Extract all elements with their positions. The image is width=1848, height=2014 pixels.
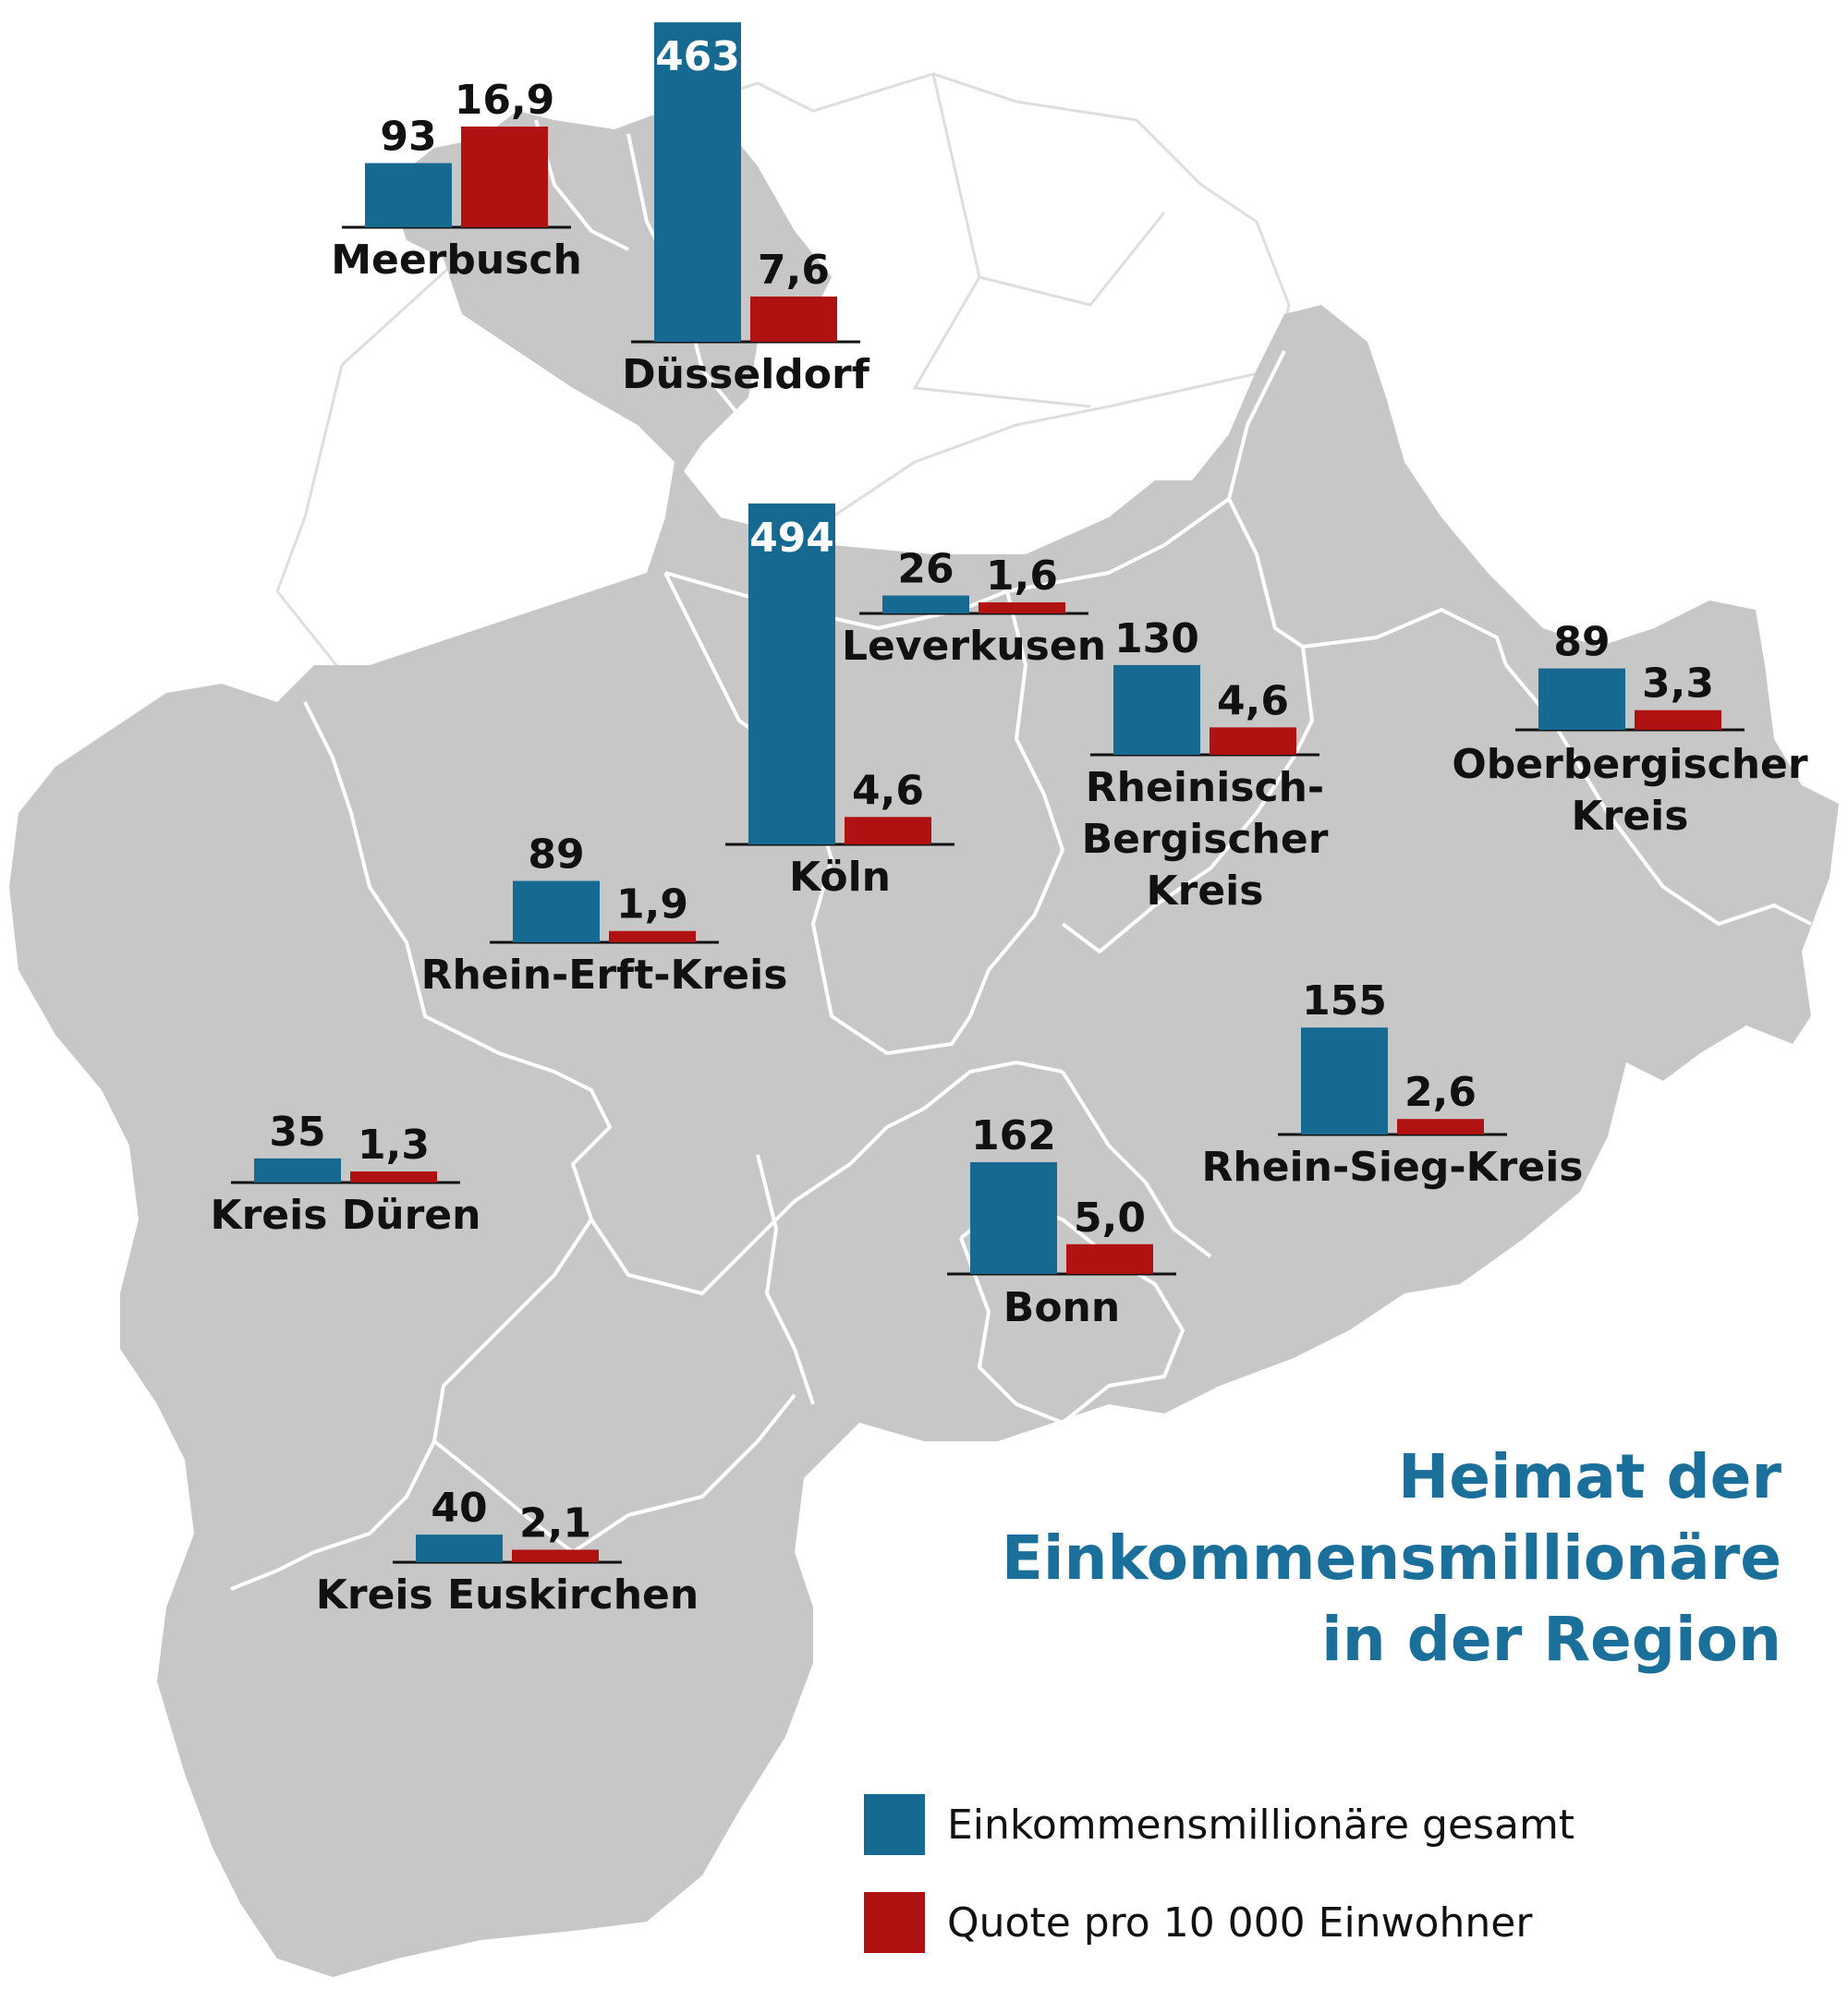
bar-chart-region-10: 40 2,1 Kreis Euskirchen xyxy=(316,1485,699,1619)
bar-total xyxy=(416,1535,503,1562)
bar-quota xyxy=(1635,710,1721,730)
bar-value-total: 40 xyxy=(431,1485,487,1532)
region-label: Kreis xyxy=(1147,867,1264,915)
bar-value-quota: 2,1 xyxy=(519,1499,591,1547)
bar-total xyxy=(513,880,600,942)
border-rheinisch-bergisch xyxy=(1006,497,1314,953)
bar-quota xyxy=(1066,1244,1153,1274)
bar-value-quota: 1,6 xyxy=(986,552,1058,600)
bar-value-total: 494 xyxy=(749,515,834,562)
region-label: Rheinisch- xyxy=(1086,764,1324,811)
bar-value-quota: 4,6 xyxy=(852,767,924,814)
bar-value-quota: 4,6 xyxy=(1217,677,1289,724)
region-label: Rhein-Erft-Kreis xyxy=(421,952,788,999)
bar-total xyxy=(365,163,452,227)
bar-quota xyxy=(609,930,696,942)
bar-total xyxy=(748,503,835,844)
bar-chart-region-8: 35 1,3 Kreis Düren xyxy=(211,1109,481,1239)
bar-chart-region-0: 93 16,9 Meerbusch xyxy=(331,77,582,284)
northern-district-line-2 xyxy=(912,276,1091,408)
bar-total xyxy=(1538,668,1625,730)
bar-total xyxy=(254,1158,341,1183)
bar-value-total: 89 xyxy=(1553,619,1610,666)
bar-value-quota: 1,9 xyxy=(616,881,688,928)
bar-value-quota: 3,3 xyxy=(1642,661,1714,708)
legend-label-quota: Quote pro 10 000 Einwohner xyxy=(947,1899,1533,1947)
bar-charts: 93 16,9 Meerbusch 463 7,6 Düsseldorf 494 4,6 Köl… xyxy=(211,22,1808,1619)
bar-quota xyxy=(750,296,837,342)
bar-total xyxy=(882,595,969,613)
bar-total xyxy=(1113,664,1200,755)
bar-value-quota: 16,9 xyxy=(455,77,555,124)
legend: Einkommensmillionäre gesamt Quote pro 10… xyxy=(864,1792,1574,1988)
legend-item-total: Einkommensmillionäre gesamt xyxy=(864,1792,1574,1857)
legend-swatch-total xyxy=(864,1794,925,1855)
region-label: Kreis xyxy=(1572,793,1689,840)
bar-value-quota: 7,6 xyxy=(758,247,830,294)
title-line-3: in der Region xyxy=(1321,1604,1781,1675)
bar-chart-region-1: 463 7,6 Düsseldorf xyxy=(622,22,870,398)
border-duesseldorf xyxy=(626,133,815,436)
bar-chart-region-3: 26 1,6 Leverkusen xyxy=(842,546,1106,670)
region-label: Oberbergischer xyxy=(1452,741,1807,788)
bar-value-total: 155 xyxy=(1302,977,1387,1025)
bar-chart-region-2: 494 4,6 Köln xyxy=(725,503,954,901)
bar-value-total: 35 xyxy=(269,1109,325,1156)
legend-swatch-quota xyxy=(864,1892,925,1953)
region-area xyxy=(9,97,1839,1977)
bar-quota xyxy=(1210,727,1296,755)
bar-total xyxy=(654,22,741,342)
northern-district-line-1 xyxy=(931,73,1166,307)
region-label: Meerbusch xyxy=(331,237,582,284)
title-line-1: Heimat der xyxy=(1397,1441,1781,1512)
bar-value-quota: 2,6 xyxy=(1404,1069,1477,1116)
bar-chart-region-6: 89 1,9 Rhein-Erft-Kreis xyxy=(421,831,788,999)
region-label: Köln xyxy=(789,854,891,901)
region-label: Rhein-Sieg-Kreis xyxy=(1202,1144,1584,1191)
bar-chart-region-7: 155 2,6 Rhein-Sieg-Kreis xyxy=(1202,977,1584,1191)
border-euskirchen xyxy=(432,1154,815,1554)
bar-value-total: 93 xyxy=(380,114,436,161)
bar-quota xyxy=(1397,1119,1484,1134)
bar-total xyxy=(1301,1027,1388,1134)
bar-value-total: 130 xyxy=(1114,615,1199,662)
bar-chart-region-5: 89 3,3 Oberbergischer Kreis xyxy=(1452,619,1807,840)
bar-quota xyxy=(512,1549,599,1562)
region-label: Kreis Düren xyxy=(211,1192,481,1239)
bar-quota xyxy=(461,126,548,227)
legend-label-total: Einkommensmillionäre gesamt xyxy=(947,1801,1575,1849)
title-line-2: Einkommensmillionäre xyxy=(1001,1523,1781,1594)
bar-value-quota: 5,0 xyxy=(1074,1195,1146,1242)
bar-quota xyxy=(350,1171,437,1183)
page-title: Heimat der Einkommensmillionäre in der R… xyxy=(857,1437,1781,1680)
bar-chart-region-9: 162 5,0 Bonn xyxy=(947,1112,1176,1331)
border-rhein-sieg xyxy=(1061,1070,1212,1258)
bar-value-total: 162 xyxy=(971,1112,1056,1159)
border-rhein-erft xyxy=(303,701,1064,1295)
bar-value-total: 89 xyxy=(528,831,584,879)
region-label: Bonn xyxy=(1003,1284,1120,1331)
border-bonn xyxy=(959,1199,1185,1425)
border-koeln-south xyxy=(663,572,972,1055)
bar-value-quota: 1,3 xyxy=(358,1122,430,1169)
bar-total xyxy=(970,1161,1057,1274)
legend-item-quota: Quote pro 10 000 Einwohner xyxy=(864,1890,1574,1955)
region-label: Leverkusen xyxy=(842,623,1106,670)
bar-quota xyxy=(845,817,931,844)
region-label: Bergischer xyxy=(1082,816,1329,863)
region-label: Kreis Euskirchen xyxy=(316,1571,699,1619)
bar-value-total: 26 xyxy=(897,546,954,593)
bar-value-total: 463 xyxy=(655,33,740,80)
border-koeln-east xyxy=(968,590,1064,1017)
region-label: Düsseldorf xyxy=(622,351,870,398)
bar-quota xyxy=(979,602,1065,613)
